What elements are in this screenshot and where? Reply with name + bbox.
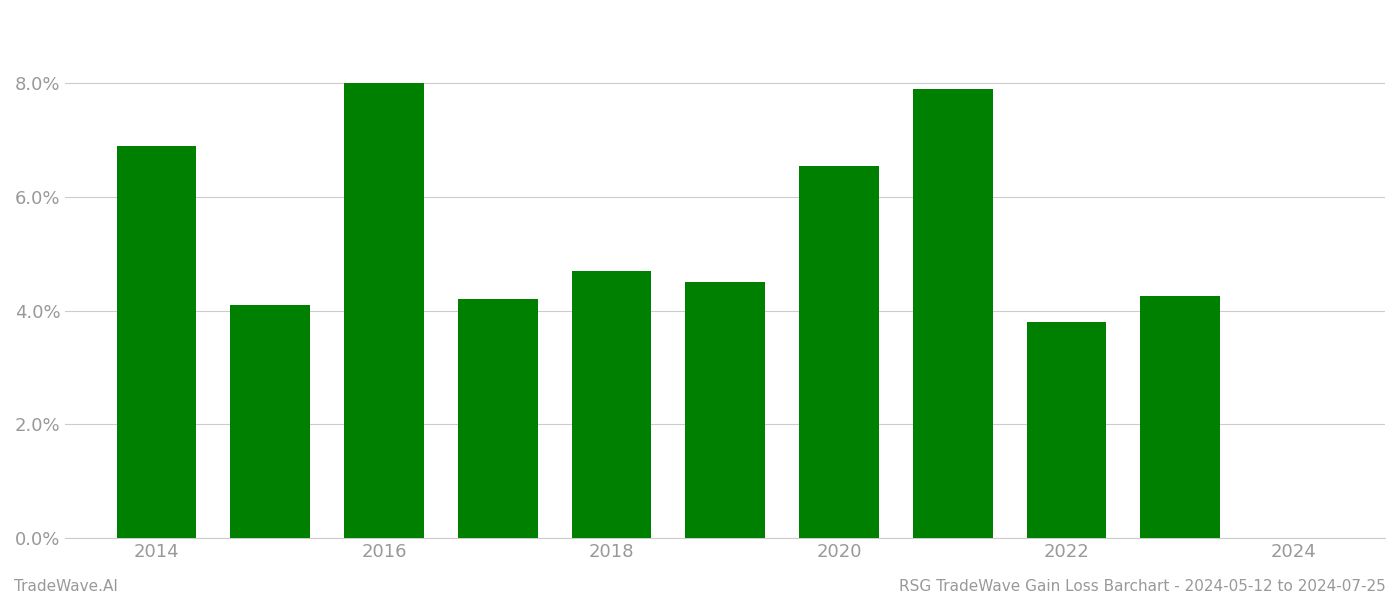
Bar [913,89,993,538]
Bar [1141,296,1219,538]
Bar [116,146,196,538]
Bar [458,299,538,538]
Text: RSG TradeWave Gain Loss Barchart - 2024-05-12 to 2024-07-25: RSG TradeWave Gain Loss Barchart - 2024-… [899,579,1386,594]
Bar [231,305,309,538]
Bar [1026,322,1106,538]
Bar [799,166,879,538]
Text: TradeWave.AI: TradeWave.AI [14,579,118,594]
Bar [686,282,764,538]
Bar [344,83,424,538]
Bar [571,271,651,538]
